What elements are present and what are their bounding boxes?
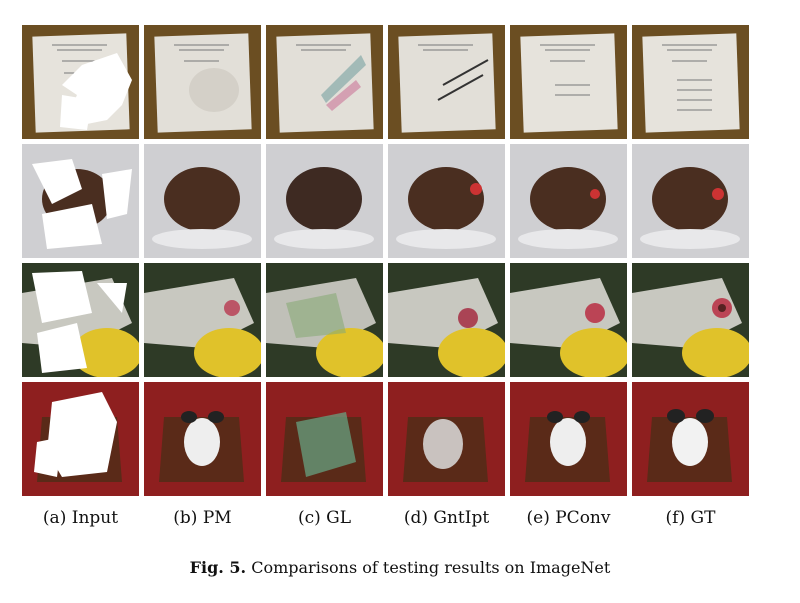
image-document-pconv <box>510 25 627 139</box>
image-animal-pconv <box>510 144 627 258</box>
image-document-pm <box>144 25 261 139</box>
image-bird-gt <box>632 263 749 377</box>
column-label-pconv: (e) PConv <box>526 508 611 528</box>
image-dog-gl <box>266 382 383 496</box>
row-document <box>22 25 778 139</box>
image-dog-gntipt <box>388 382 505 496</box>
comparison-grid <box>22 25 778 501</box>
image-animal-gt <box>632 144 749 258</box>
image-document-gl <box>266 25 383 139</box>
image-dog-gt <box>632 382 749 496</box>
image-bird-pm <box>144 263 261 377</box>
image-document-gt <box>632 25 749 139</box>
column-label-gntipt: (d) GntIpt <box>403 508 490 528</box>
image-document-gntipt <box>388 25 505 139</box>
image-bird-input <box>22 263 139 377</box>
row-bird <box>22 263 778 377</box>
document-input-image <box>22 25 139 139</box>
figure-caption-text: Comparisons of testing results on ImageN… <box>251 558 611 577</box>
column-labels: (a) Input (b) PM (c) GL (d) GntIpt (e) P… <box>22 508 778 528</box>
image-animal-gl <box>266 144 383 258</box>
image-document-input <box>22 25 139 139</box>
image-dog-pconv <box>510 382 627 496</box>
column-label-gt: (f) GT <box>665 508 716 528</box>
figure-caption: Fig. 5. Comparisons of testing results o… <box>0 558 800 577</box>
image-bird-pconv <box>510 263 627 377</box>
image-animal-pm <box>144 144 261 258</box>
image-dog-input <box>22 382 139 496</box>
image-dog-pm <box>144 382 261 496</box>
row-animal <box>22 144 778 258</box>
column-label-pm: (b) PM <box>173 508 232 528</box>
image-animal-input <box>22 144 139 258</box>
column-label-input: (a) Input <box>42 508 119 528</box>
column-label-gl: (c) GL <box>297 508 352 528</box>
row-dog <box>22 382 778 496</box>
image-animal-gntipt <box>388 144 505 258</box>
image-bird-gntipt <box>388 263 505 377</box>
image-bird-gl <box>266 263 383 377</box>
figure-label: Fig. 5. <box>189 558 247 577</box>
